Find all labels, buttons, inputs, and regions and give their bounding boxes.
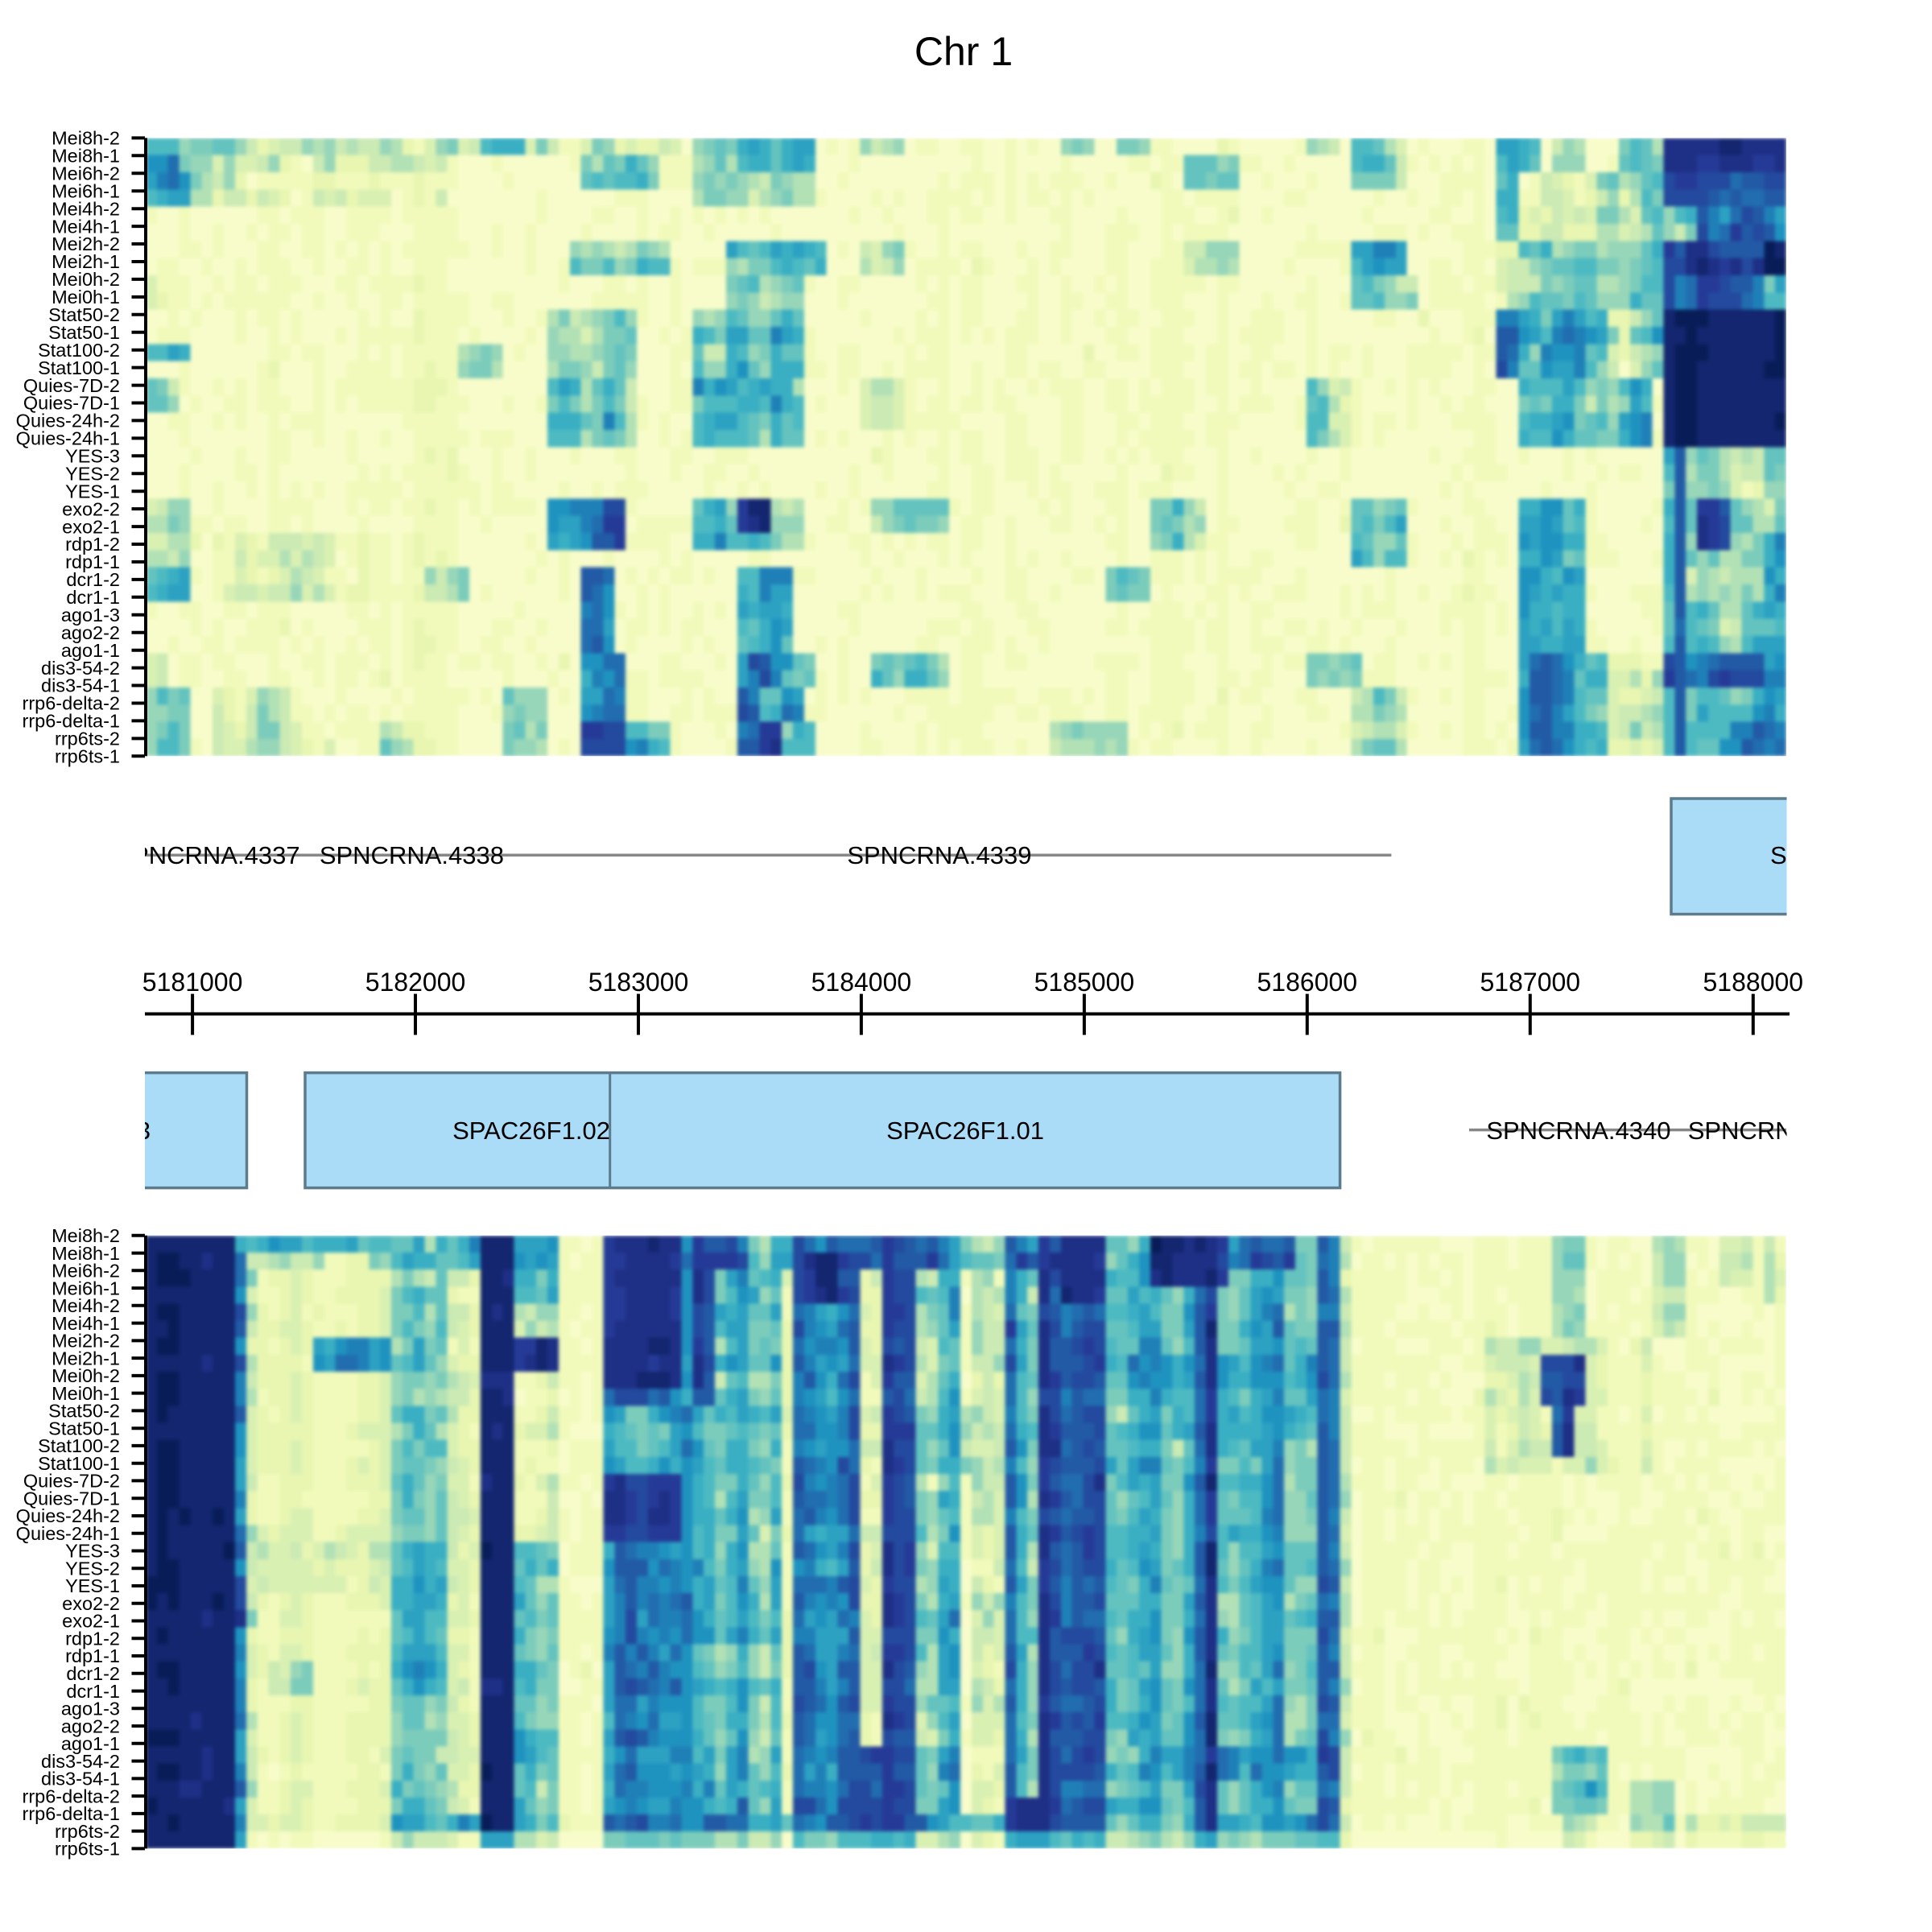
svg-text:ago2-2: ago2-2: [61, 622, 120, 643]
svg-text:rrp6-delta-2: rrp6-delta-2: [23, 1785, 120, 1806]
svg-text:Mei0h-1: Mei0h-1: [52, 1383, 120, 1404]
svg-text:Mei4h-1: Mei4h-1: [52, 216, 120, 237]
svg-text:SPNCRNA.4339: SPNCRNA.4339: [847, 841, 1031, 869]
svg-text:dcr1-1: dcr1-1: [66, 587, 120, 608]
svg-text:rdp1-2: rdp1-2: [65, 534, 120, 555]
svg-text:Mei8h-1: Mei8h-1: [52, 146, 120, 167]
svg-text:Stat50-1: Stat50-1: [48, 1418, 120, 1439]
svg-text:SPNCRNA.4341: SPNCRNA.4341: [1770, 841, 1932, 869]
svg-text:Stat50-1: Stat50-1: [48, 322, 120, 343]
svg-text:5184000: 5184000: [811, 968, 912, 997]
svg-text:dis3-54-2: dis3-54-2: [41, 658, 120, 679]
svg-text:SPNCRNA.4340: SPNCRNA.4340: [1486, 1117, 1670, 1145]
svg-text:5182000: 5182000: [365, 968, 466, 997]
svg-text:5185000: 5185000: [1034, 968, 1135, 997]
svg-text:Mei6h-2: Mei6h-2: [52, 1261, 120, 1282]
svg-text:Stat100-2: Stat100-2: [38, 1435, 120, 1456]
svg-text:Mei0h-1: Mei0h-1: [52, 287, 120, 308]
svg-text:Stat100-1: Stat100-1: [38, 357, 120, 378]
svg-text:YES-3: YES-3: [65, 1541, 120, 1562]
svg-text:Mei4h-2: Mei4h-2: [52, 1295, 120, 1316]
svg-text:dis3-54-1: dis3-54-1: [41, 1769, 120, 1790]
svg-text:SPAC26F1.01: SPAC26F1.01: [886, 1117, 1044, 1145]
svg-text:Mei0h-2: Mei0h-2: [52, 269, 120, 290]
svg-text:dcr1-1: dcr1-1: [66, 1681, 120, 1702]
svg-text:Mei2h-2: Mei2h-2: [52, 233, 120, 254]
svg-text:Stat100-1: Stat100-1: [38, 1453, 120, 1474]
svg-text:3: 3: [137, 1117, 151, 1145]
svg-text:5188000: 5188000: [1703, 968, 1804, 997]
svg-text:Quies-24h-1: Quies-24h-1: [16, 428, 120, 449]
svg-text:5187000: 5187000: [1480, 968, 1581, 997]
svg-text:YES-3: YES-3: [65, 446, 120, 467]
svg-text:dis3-54-1: dis3-54-1: [41, 675, 120, 696]
svg-text:Mei4h-1: Mei4h-1: [52, 1313, 120, 1334]
svg-text:SPNCRNA.4337: SPNCRNA.4337: [115, 841, 299, 869]
svg-text:Quies-24h-2: Quies-24h-2: [16, 1505, 120, 1526]
svg-text:Mei6h-2: Mei6h-2: [52, 163, 120, 184]
svg-text:exo2-1: exo2-1: [62, 516, 120, 537]
svg-text:exo2-2: exo2-2: [62, 1593, 120, 1614]
svg-text:rdp1-2: rdp1-2: [65, 1629, 120, 1649]
svg-text:Mei0h-2: Mei0h-2: [52, 1365, 120, 1386]
svg-text:Chr 1: Chr 1: [914, 29, 1013, 74]
svg-text:Quies-7D-2: Quies-7D-2: [23, 1471, 120, 1492]
svg-text:Mei8h-2: Mei8h-2: [52, 128, 120, 149]
svg-text:YES-1: YES-1: [65, 481, 120, 502]
svg-text:5181000: 5181000: [142, 968, 243, 997]
svg-text:rrp6-delta-1: rrp6-delta-1: [23, 711, 120, 732]
svg-text:Mei2h-1: Mei2h-1: [52, 251, 120, 272]
svg-text:YES-1: YES-1: [65, 1575, 120, 1596]
svg-text:rrp6ts-1: rrp6ts-1: [55, 1839, 120, 1860]
svg-text:Quies-7D-2: Quies-7D-2: [23, 375, 120, 396]
svg-text:Quies-7D-1: Quies-7D-1: [23, 393, 120, 414]
svg-text:dcr1-2: dcr1-2: [66, 1663, 120, 1684]
svg-text:rrp6ts-2: rrp6ts-2: [55, 1821, 120, 1842]
svg-text:Stat50-2: Stat50-2: [48, 304, 120, 325]
svg-text:Stat50-2: Stat50-2: [48, 1401, 120, 1422]
svg-text:YES-2: YES-2: [65, 1558, 120, 1579]
svg-text:5183000: 5183000: [588, 968, 689, 997]
svg-text:ago1-1: ago1-1: [61, 1733, 120, 1754]
svg-text:Mei8h-1: Mei8h-1: [52, 1243, 120, 1264]
svg-text:YES-2: YES-2: [65, 464, 120, 485]
svg-text:Mei6h-1: Mei6h-1: [52, 1278, 120, 1298]
svg-text:SPNCRNA.4338: SPNCRNA.4338: [320, 841, 504, 869]
svg-text:SPNCRNA.4341: SPNCRNA.4341: [1688, 1117, 1872, 1145]
svg-text:rdp1-1: rdp1-1: [65, 551, 120, 572]
svg-text:exo2-2: exo2-2: [62, 498, 120, 519]
svg-text:ago1-1: ago1-1: [61, 640, 120, 661]
svg-text:Stat100-2: Stat100-2: [38, 340, 120, 361]
svg-text:Quies-24h-2: Quies-24h-2: [16, 411, 120, 431]
svg-text:rrp6-delta-1: rrp6-delta-1: [23, 1803, 120, 1824]
svg-text:Quies-7D-1: Quies-7D-1: [23, 1488, 120, 1509]
svg-text:ago1-3: ago1-3: [61, 605, 120, 625]
svg-text:ago1-3: ago1-3: [61, 1699, 120, 1719]
svg-text:dcr1-2: dcr1-2: [66, 569, 120, 590]
svg-text:Mei4h-2: Mei4h-2: [52, 198, 120, 219]
svg-text:Mei2h-2: Mei2h-2: [52, 1331, 120, 1352]
svg-text:rrp6ts-1: rrp6ts-1: [55, 746, 120, 767]
svg-text:Mei2h-1: Mei2h-1: [52, 1348, 120, 1368]
svg-text:dis3-54-2: dis3-54-2: [41, 1751, 120, 1772]
svg-text:rdp1-1: rdp1-1: [65, 1645, 120, 1666]
svg-text:exo2-1: exo2-1: [62, 1611, 120, 1632]
svg-text:5186000: 5186000: [1257, 968, 1358, 997]
svg-text:Mei8h-2: Mei8h-2: [52, 1225, 120, 1246]
svg-text:SPAC26F1.02: SPAC26F1.02: [452, 1117, 610, 1145]
svg-text:rrp6ts-2: rrp6ts-2: [55, 729, 120, 749]
svg-text:ago2-2: ago2-2: [61, 1715, 120, 1736]
svg-text:rrp6-delta-2: rrp6-delta-2: [23, 693, 120, 714]
svg-text:Mei6h-1: Mei6h-1: [52, 180, 120, 201]
svg-text:Quies-24h-1: Quies-24h-1: [16, 1523, 120, 1544]
